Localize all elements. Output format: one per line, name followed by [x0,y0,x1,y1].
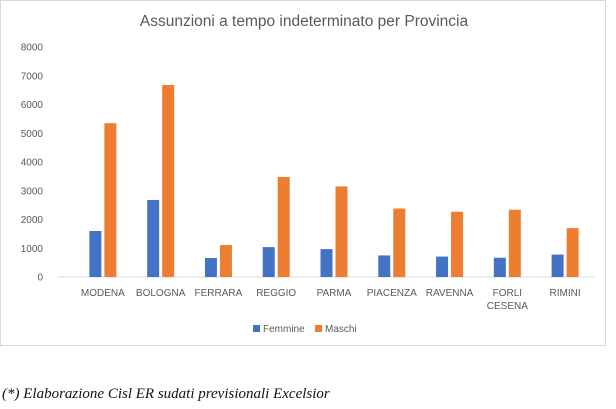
bar-maschi [162,84,175,277]
y-tick-label: 0 [37,273,43,284]
x-category-label-line: RAVENNA [426,288,474,299]
bar-femmine [551,254,564,277]
figure-caption: (*) Elaborazione Cisl ER sudati previsio… [2,386,330,402]
bar-maschi [335,186,348,277]
bar-maschi [104,123,117,277]
bars [89,84,579,277]
bar-maschi [451,211,464,277]
x-category-label-line: RIMINI [550,288,581,299]
y-tick-label: 6000 [21,100,44,111]
y-axis: 0 1000 2000 3000 4000 5000 6000 7000 8000 [21,43,44,284]
bar-maschi [393,208,406,277]
x-category-label: FERRARA [195,288,243,299]
bar-femmine [89,231,102,277]
y-tick-label: 4000 [21,158,44,169]
x-category-label: RAVENNA [426,288,474,299]
x-category-label-line: CESENA [487,301,528,312]
x-category-label-line: BOLOGNA [136,288,186,299]
y-tick-label: 5000 [21,129,44,140]
x-category-label: REGGIO [256,288,296,299]
legend-label: Femmine [263,324,305,335]
x-category-label-line: REGGIO [256,288,296,299]
x-category-label-line: MODENA [81,288,125,299]
legend-swatch-femmine [253,325,260,332]
x-category-label: BOLOGNA [136,288,186,299]
x-category-label-line: FERRARA [195,288,243,299]
bar-femmine [436,256,449,277]
chart-frame: Assunzioni a tempo indeterminato per Pro… [0,0,606,346]
legend: Femmine Maschi [253,324,357,335]
bar-maschi [508,209,521,277]
bar-maschi [277,176,290,277]
x-category-label: PARMA [317,288,352,299]
bar-maschi [566,228,579,277]
x-category-label: FORLI CESENA [487,288,528,312]
y-tick-label: 2000 [21,215,44,226]
y-tick-label: 3000 [21,186,44,197]
legend-swatch-maschi [315,325,322,332]
bar-femmine [204,258,217,277]
y-tick-label: 7000 [21,71,44,82]
y-tick-label: 1000 [21,244,44,255]
x-category-label: PIACENZA [367,288,417,299]
bar-femmine [147,199,160,277]
x-category-label-line: PIACENZA [367,288,417,299]
bar-femmine [320,249,333,277]
bar-femmine [378,255,391,277]
x-category-label: RIMINI [550,288,581,299]
x-category-label-line: FORLI [493,288,522,299]
chart-title: Assunzioni a tempo indeterminato per Pro… [140,13,469,30]
bar-chart: Assunzioni a tempo indeterminato per Pro… [21,13,594,335]
y-tick-label: 8000 [21,43,44,54]
x-category-label: MODENA [81,288,125,299]
legend-label: Maschi [325,324,357,335]
bar-maschi [219,245,232,277]
bar-femmine [493,257,506,277]
bar-femmine [262,247,275,277]
x-axis: MODENA BOLOGNA FERRARA REGGIO PARMA PIACENZA R… [58,276,594,312]
x-category-label-line: PARMA [317,288,352,299]
